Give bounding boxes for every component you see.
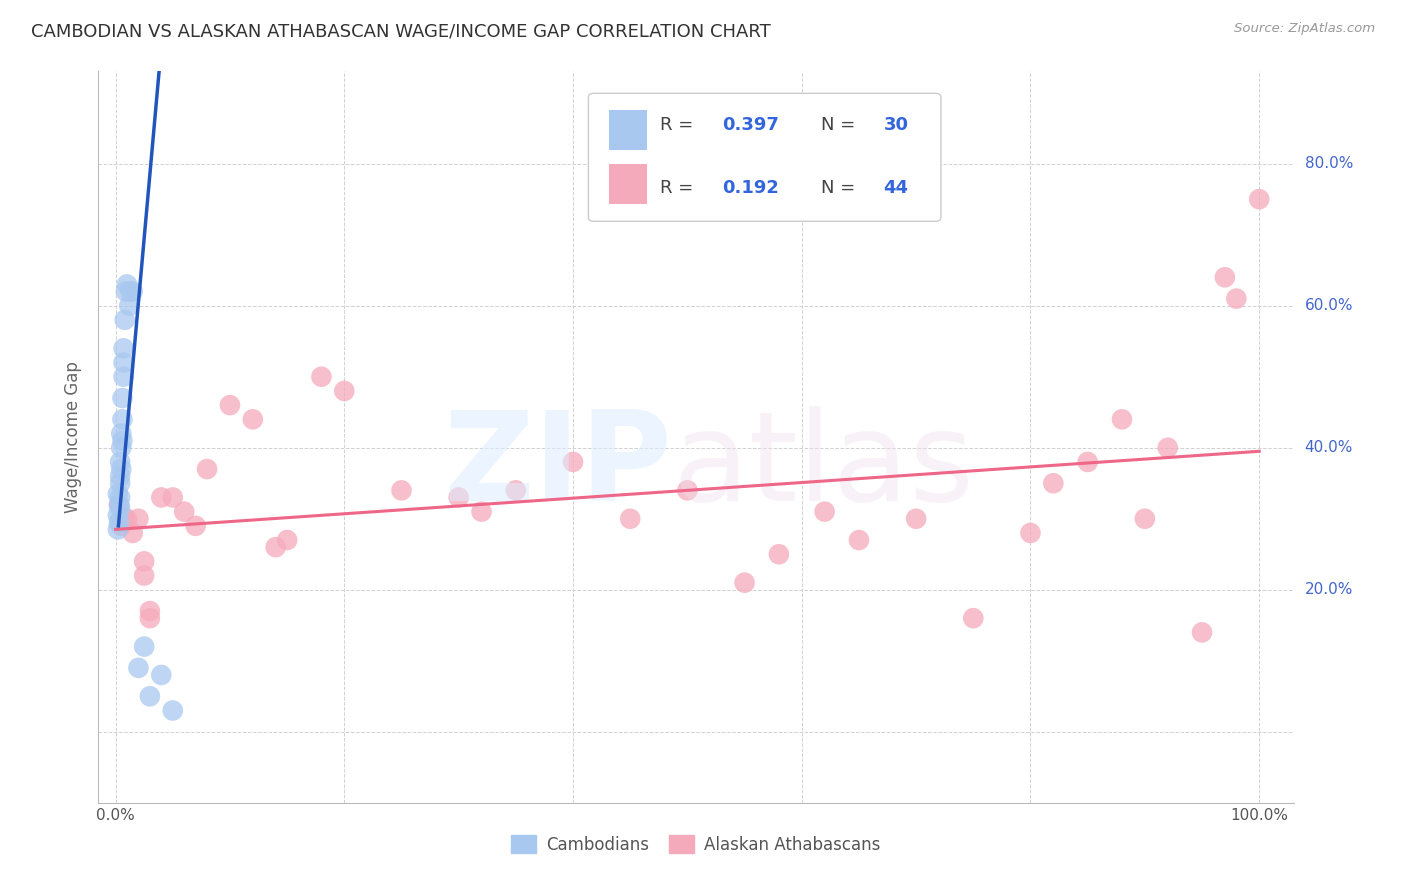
Bar <box>609 110 647 151</box>
Point <box>110 462 132 476</box>
Point <box>134 568 156 582</box>
Point <box>1019 525 1042 540</box>
Point <box>150 491 173 505</box>
Point <box>768 547 790 561</box>
Text: 60.0%: 60.0% <box>1305 298 1353 313</box>
Point <box>108 498 131 512</box>
Point <box>219 398 242 412</box>
Point <box>150 668 173 682</box>
Text: 0.192: 0.192 <box>723 179 779 197</box>
Point <box>108 469 131 483</box>
Text: 80.0%: 80.0% <box>1305 156 1353 171</box>
Point <box>112 355 135 369</box>
Point <box>115 512 138 526</box>
Point <box>1133 512 1156 526</box>
Point <box>108 476 131 491</box>
Point <box>1213 270 1236 285</box>
Point <box>905 512 928 526</box>
Point <box>195 462 218 476</box>
Point <box>676 483 699 498</box>
Point <box>264 540 287 554</box>
Point <box>107 508 129 523</box>
Point <box>162 491 184 505</box>
Legend: Cambodians, Alaskan Athabascans: Cambodians, Alaskan Athabascans <box>505 829 887 860</box>
Point <box>139 690 162 704</box>
Point <box>112 341 135 355</box>
Point <box>619 512 641 526</box>
Point <box>111 391 134 405</box>
Point <box>184 519 207 533</box>
Point <box>108 455 131 469</box>
Point <box>333 384 356 398</box>
Text: ZIP: ZIP <box>443 406 672 527</box>
Point <box>111 412 134 426</box>
Point <box>1157 441 1180 455</box>
Point <box>111 434 134 448</box>
Text: R =: R = <box>661 116 699 134</box>
Point <box>114 313 136 327</box>
Point <box>447 491 470 505</box>
Point <box>121 525 143 540</box>
Point <box>107 487 129 501</box>
Point <box>1077 455 1099 469</box>
Point <box>562 455 585 469</box>
Point <box>112 369 135 384</box>
Text: atlas: atlas <box>672 406 974 527</box>
Point <box>108 516 131 530</box>
Point <box>121 285 143 299</box>
Point <box>1111 412 1133 426</box>
Point <box>108 498 131 512</box>
Bar <box>609 164 647 204</box>
Y-axis label: Wage/Income Gap: Wage/Income Gap <box>65 361 83 513</box>
Text: 0.397: 0.397 <box>723 116 779 134</box>
Point <box>814 505 837 519</box>
Point <box>139 611 162 625</box>
Text: N =: N = <box>821 179 862 197</box>
Point <box>134 640 156 654</box>
Text: CAMBODIAN VS ALASKAN ATHABASCAN WAGE/INCOME GAP CORRELATION CHART: CAMBODIAN VS ALASKAN ATHABASCAN WAGE/INC… <box>31 22 770 40</box>
Point <box>108 491 131 505</box>
Point <box>1225 292 1247 306</box>
Point <box>1249 192 1271 206</box>
Text: 30: 30 <box>883 116 908 134</box>
Point <box>505 483 527 498</box>
Point <box>108 501 131 516</box>
Text: R =: R = <box>661 179 699 197</box>
FancyBboxPatch shape <box>589 94 941 221</box>
Point <box>115 277 138 292</box>
Point <box>162 704 184 718</box>
Point <box>118 299 141 313</box>
Point <box>734 575 756 590</box>
Point <box>1191 625 1213 640</box>
Point <box>134 554 156 568</box>
Point <box>127 512 149 526</box>
Point <box>115 285 138 299</box>
Text: Source: ZipAtlas.com: Source: ZipAtlas.com <box>1234 22 1375 36</box>
Point <box>848 533 870 547</box>
Point <box>391 483 413 498</box>
Point <box>110 441 132 455</box>
Text: N =: N = <box>821 116 862 134</box>
Text: 40.0%: 40.0% <box>1305 441 1353 455</box>
Point <box>107 522 129 536</box>
Text: 44: 44 <box>883 179 908 197</box>
Point <box>139 604 162 618</box>
Point <box>1042 476 1064 491</box>
Point <box>127 661 149 675</box>
Point <box>173 505 195 519</box>
Point <box>110 519 132 533</box>
Point <box>276 533 298 547</box>
Point <box>962 611 984 625</box>
Point <box>110 426 132 441</box>
Point <box>114 512 136 526</box>
Point <box>311 369 333 384</box>
Point <box>242 412 264 426</box>
Point <box>470 505 492 519</box>
Point <box>120 285 142 299</box>
Text: 20.0%: 20.0% <box>1305 582 1353 598</box>
